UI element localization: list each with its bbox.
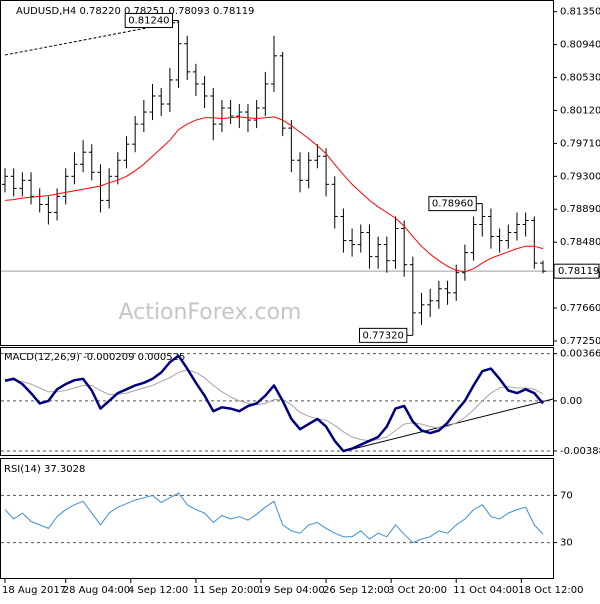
last-price-label: 0.78119 (558, 266, 599, 277)
y-tick-label: 0.80940 (560, 40, 600, 51)
annotation-label: 0.81240 (128, 15, 169, 26)
x-tick-label: 18 Aug 2017 (2, 585, 66, 596)
x-tick-label: 11 Sep 20:00 (193, 585, 260, 596)
x-tick-label: 19 Sep 04:00 (258, 585, 325, 596)
macd-line (4, 354, 544, 453)
annotation-label: 0.77320 (362, 330, 403, 341)
x-tick-label: 28 Aug 04:00 (63, 585, 130, 596)
trend-line (344, 398, 554, 452)
y-tick-label: 0.77250 (560, 336, 600, 347)
macd-panel (0, 347, 554, 456)
signal-line (4, 369, 544, 442)
y-tick-label: 0.80120 (560, 105, 600, 116)
panel-title: MACD(12,26,9) -0.000209 0.000525 (4, 352, 185, 363)
price-panel (0, 0, 554, 346)
panel-title: RSI(14) 37.3028 (4, 464, 85, 475)
y-tick-label: 0.81350 (560, 7, 600, 18)
y-tick-label: 0.79710 (560, 138, 600, 149)
y-tick-label: 0.77660 (560, 303, 600, 314)
y-tick-label: 70 (560, 490, 573, 501)
y-tick-label: 0.80530 (560, 73, 600, 84)
x-tick-label: 4 Sep 12:00 (128, 585, 188, 596)
y-tick-label: 0.78480 (560, 237, 600, 248)
x-tick-label: 11 Oct 04:00 (453, 585, 518, 596)
rsi-line (4, 492, 544, 544)
last-price-box (553, 263, 600, 279)
x-tick-label: 26 Sep 12:00 (323, 585, 390, 596)
watermark: ActionForex.com (119, 300, 302, 325)
y-tick-label: 30 (560, 538, 573, 549)
panel-title: AUDUSD,H4 0.78220 0.78251 0.78093 0.7811… (16, 6, 254, 17)
y-tick-label: 0.79300 (560, 171, 600, 182)
y-tick-label: 0.78890 (560, 204, 600, 215)
x-tick-label: 18 Oct 12:00 (518, 585, 583, 596)
annotation-label: 0.78960 (432, 199, 473, 210)
y-tick-label: -0.003887 (560, 446, 600, 457)
rsi-panel (0, 458, 554, 579)
y-tick-label: 0.00 (560, 396, 582, 407)
y-tick-label: 0.003662 (560, 349, 600, 360)
moving-average (4, 116, 544, 273)
x-tick-label: 3 Oct 20:00 (388, 585, 447, 596)
